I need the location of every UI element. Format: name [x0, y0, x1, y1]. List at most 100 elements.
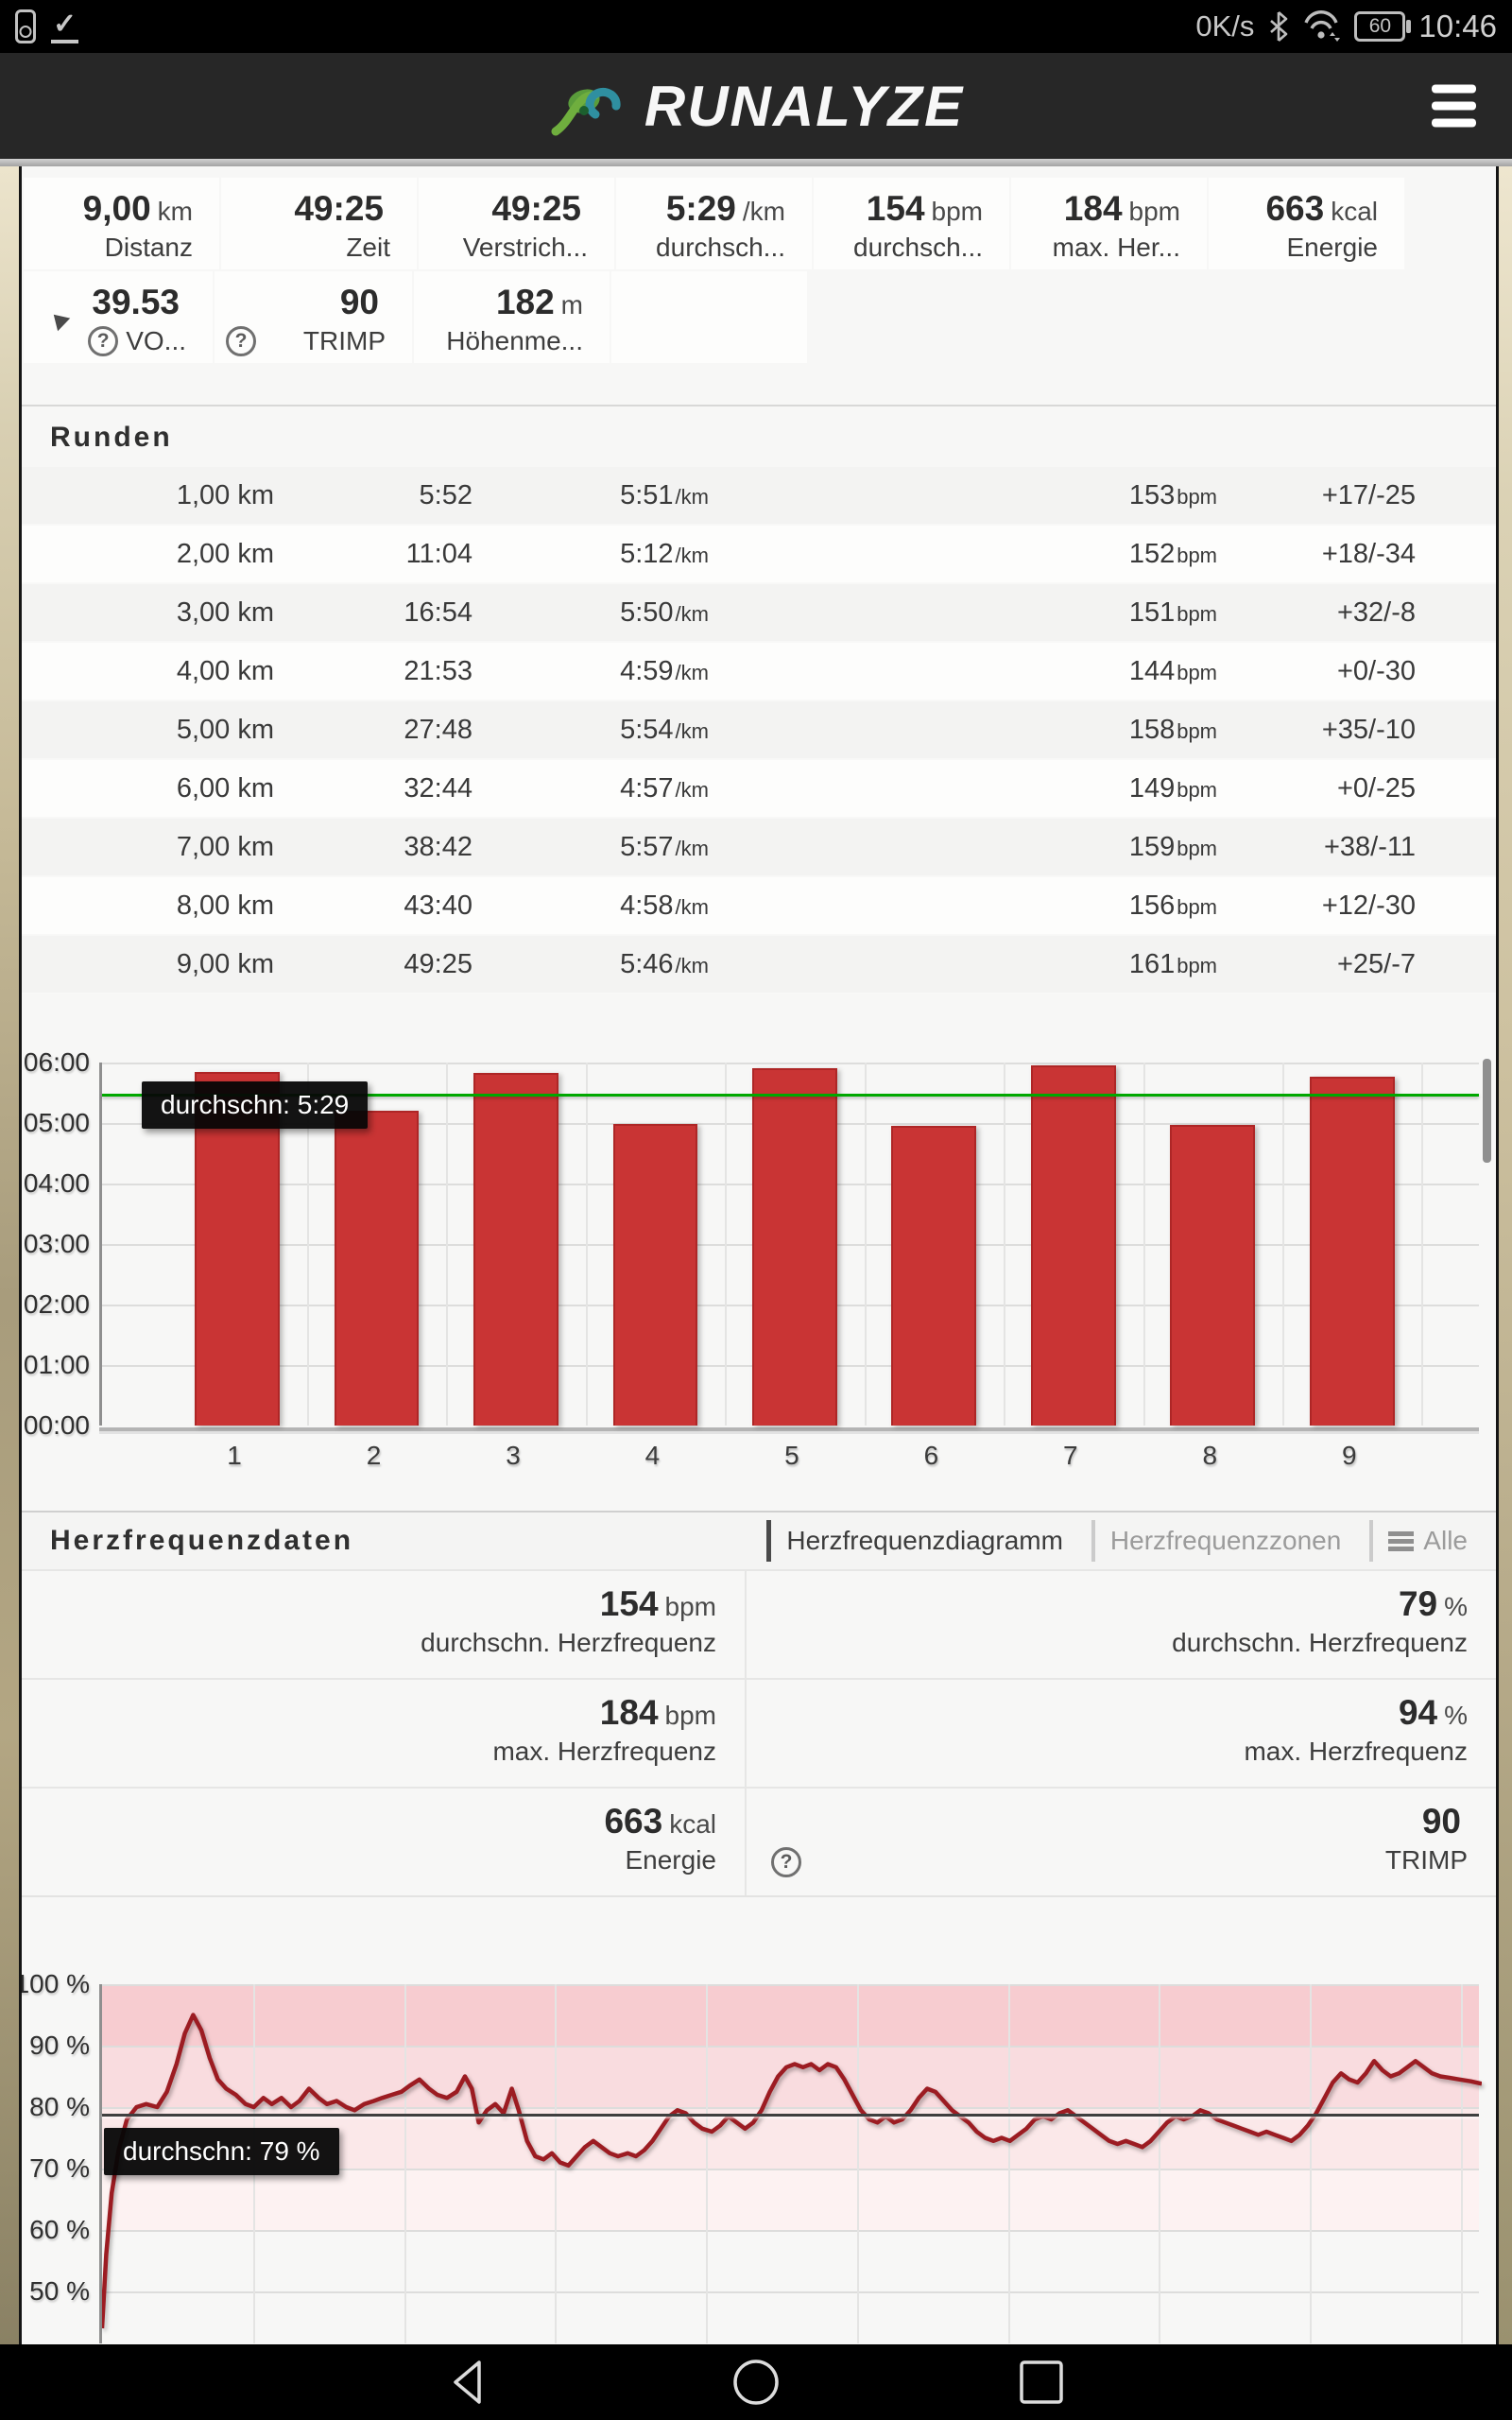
- gridline-v: [1460, 1984, 1463, 2343]
- usb-device-icon: [15, 9, 36, 43]
- lap-time: 38:42: [404, 831, 472, 862]
- axis-tick-label: 02:00: [23, 1289, 90, 1319]
- app-title: RUNALYZE: [644, 74, 965, 138]
- home-button[interactable]: [729, 2355, 783, 2410]
- scrollbar-thumb[interactable]: [1483, 1059, 1491, 1163]
- gridline-h: [102, 2230, 1479, 2232]
- axis-tick-label: 5: [784, 1441, 799, 1470]
- help-question-icon[interactable]: [88, 325, 119, 356]
- help-question-icon[interactable]: [771, 1847, 801, 1877]
- gridline-h: [102, 1984, 1479, 1986]
- pace-bar[interactable]: [752, 1068, 837, 1426]
- lap-distance: 1,00 km: [176, 479, 274, 510]
- lap-pace-unit: /km: [675, 836, 709, 860]
- hr-chart-plot[interactable]: durchschn: 79 %: [99, 1984, 1482, 2343]
- lap-distance: 4,00 km: [176, 655, 274, 686]
- average-pace-line: [102, 1094, 1479, 1098]
- stat-label: Höhenme...: [446, 325, 583, 355]
- axis-tick-label: 03:00: [23, 1229, 90, 1258]
- lap-hr-unit: bpm: [1177, 777, 1217, 802]
- gridline-v: [864, 1063, 867, 1426]
- lap-row: 2,00 km 11:04 5:12/km 152bpm +18/-34: [22, 526, 1496, 584]
- hr-average-tooltip: durchschn: 79 %: [104, 2128, 339, 2175]
- lap-elevation: +38/-11: [1323, 831, 1416, 862]
- lap-heart-rate: 153: [1128, 479, 1176, 510]
- lap-pace: 4:58: [620, 890, 674, 921]
- wifi-icon: [1304, 10, 1341, 42]
- pace-bar[interactable]: [891, 1126, 977, 1426]
- lap-elevation: +0/-25: [1336, 772, 1416, 804]
- tab-herzfrequenzzonen[interactable]: Herzfrequenzzonen: [1091, 1520, 1341, 1562]
- pace-bar[interactable]: [195, 1071, 280, 1426]
- hr-zone-band: [102, 2046, 1479, 2107]
- summary-row-2: 39.53 VO... 90 TRIMP: [24, 271, 1494, 363]
- stat-label: TRIMP: [302, 325, 386, 355]
- lap-pace-unit: /km: [675, 543, 709, 567]
- summary-stat-cell: 154 bpm durchsch...: [814, 178, 1009, 269]
- summary-stat-cell: 5:29 /km durchsch...: [616, 178, 812, 269]
- pace-average-tooltip: durchschn: 5:29: [142, 1081, 369, 1129]
- summary-stat-cell: 184 bpm max. Her...: [1011, 178, 1207, 269]
- lap-elevation: +17/-25: [1321, 479, 1416, 510]
- lap-time: 11:04: [405, 538, 472, 569]
- axis-tick-label: 7: [1063, 1441, 1078, 1470]
- pace-bar[interactable]: [334, 1111, 420, 1426]
- page: 9,00 km Distanz 49:25 Zeit: [0, 166, 1512, 2344]
- axis-tick-label: 00:00: [23, 1410, 90, 1440]
- lap-time: 43:40: [404, 890, 472, 921]
- axis-tick-label: 04:00: [23, 1168, 90, 1198]
- summary-stat-cell: 49:25 Zeit: [221, 178, 417, 269]
- axis-tick-label: 60 %: [29, 2215, 90, 2244]
- heart-rate-tabs: Herzfrequenzdiagramm Herzfrequenzzonen A…: [766, 1520, 1468, 1562]
- trend-arrow-right-icon: [37, 314, 71, 331]
- gridline-v: [706, 1984, 709, 2343]
- pace-bar[interactable]: [1309, 1076, 1395, 1426]
- lap-heart-rate: 151: [1128, 596, 1176, 628]
- pace-bar[interactable]: [1170, 1125, 1256, 1426]
- stat-max-hr-pct: 94% max. Herzfrequenz: [747, 1678, 1496, 1787]
- hr-chart-y-axis: 100 % 90 % 80 % 70 % 60 % 50 %: [22, 1969, 99, 2343]
- lap-hr-unit: bpm: [1177, 836, 1217, 860]
- stat-label: VO...: [126, 325, 186, 355]
- heart-rate-section-title: Herzfrequenzdaten: [50, 1525, 354, 1556]
- pace-chart-y-axis: 06:00 05:00 04:00 03:00 02:00 01:00 00:00: [22, 1047, 99, 1440]
- axis-tick-label: 50 %: [29, 2276, 90, 2306]
- lap-heart-rate: 156: [1128, 890, 1176, 921]
- back-button[interactable]: [443, 2355, 498, 2410]
- tab-herzfrequenzdiagramm[interactable]: Herzfrequenzdiagramm: [766, 1520, 1063, 1562]
- network-speed: 0K/s: [1195, 9, 1255, 43]
- lap-distance: 9,00 km: [176, 948, 274, 979]
- stat-avg-hr-bpm: 154 bpm durchschn. Herzfrequenz: [22, 1569, 747, 1678]
- stat-label: Verstrich...: [462, 232, 588, 262]
- lap-row: 9,00 km 49:25 5:46/km 161bpm +25/-7: [22, 936, 1496, 994]
- lap-hr-unit: bpm: [1177, 543, 1217, 567]
- gridline-h: [102, 1063, 1479, 1064]
- stat-label: Energie: [1286, 232, 1378, 262]
- stat-value: 49:25: [294, 189, 384, 228]
- pace-bar[interactable]: [473, 1072, 558, 1426]
- recents-button[interactable]: [1014, 2355, 1069, 2410]
- tab-alle[interactable]: Alle: [1369, 1520, 1468, 1562]
- gridline-h: [102, 2291, 1479, 2293]
- gridline-v: [585, 1063, 588, 1426]
- gridline-v: [446, 1063, 449, 1426]
- stat-unit: bpm: [931, 197, 983, 226]
- summary-stat-cell-trimp: 90 TRIMP: [215, 271, 412, 363]
- lap-row: 1,00 km 5:52 5:51/km 153bpm +17/-25: [22, 467, 1496, 526]
- stat-label: max. Her...: [1052, 232, 1180, 262]
- menu-icon: [1432, 84, 1476, 94]
- runalyze-logo: RUNALYZE: [548, 74, 964, 139]
- hr-line-series: [102, 2013, 1482, 2329]
- help-question-icon[interactable]: [226, 325, 256, 356]
- summary-row-1: 9,00 km Distanz 49:25 Zeit: [24, 178, 1494, 269]
- axis-tick-label: 4: [644, 1441, 661, 1470]
- pace-chart-plot[interactable]: durchschn: 5:29: [99, 1063, 1479, 1431]
- menu-button[interactable]: [1432, 84, 1476, 128]
- stat-value: 90: [339, 283, 379, 321]
- app-header: RUNALYZE: [0, 53, 1512, 159]
- stat-value: 39.53: [92, 283, 180, 321]
- list-menu-icon: [1388, 1530, 1415, 1551]
- pace-bar[interactable]: [612, 1124, 698, 1426]
- axis-tick-label: 3: [506, 1441, 521, 1470]
- pace-bar[interactable]: [1030, 1065, 1116, 1426]
